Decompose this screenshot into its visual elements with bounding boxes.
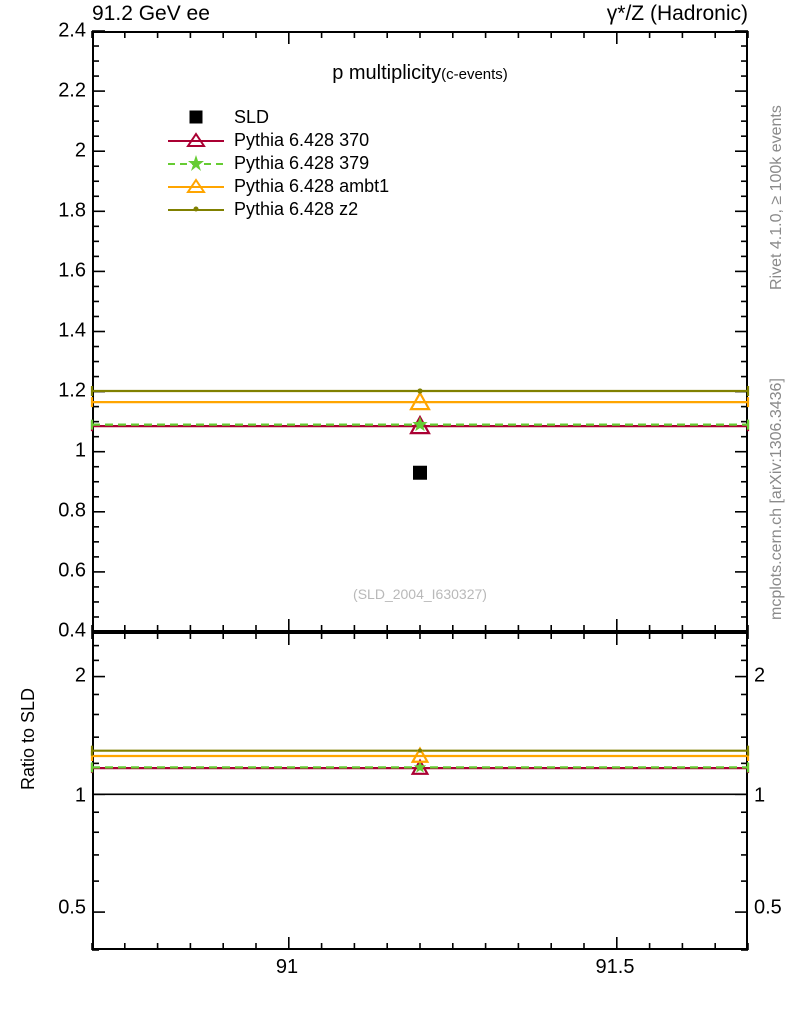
y-tick-label: 0.8 [58,499,86,522]
legend-key-pythia-370 [168,129,224,152]
ratio-y-tick-label-right: 1 [754,784,766,807]
y-tick-label: 1.8 [58,199,86,222]
legend-label: Pythia 6.428 379 [234,153,370,173]
y-tick-label: 2.4 [58,19,86,42]
y-tick-label: 1.4 [58,319,86,342]
ratio-y-axis-ticks-left: 2 1 0.5 [0,0,86,1024]
plot-title-subtitle: (c-events) [441,66,508,83]
star-icon [187,154,205,172]
open-triangle-icon [186,132,206,148]
legend: SLD Pythia 6.428 370 Pythia 6.428 379 Py… [168,106,468,221]
y-tick-label: 0.6 [58,559,86,582]
x-tick-label: 91.5 [595,956,635,978]
legend-item-pythia-370[interactable]: Pythia 6.428 370 [168,129,468,152]
legend-key-sld [168,106,224,129]
legend-item-pythia-ambt1[interactable]: Pythia 6.428 ambt1 [168,175,468,198]
ratio-y-tick-label: 2 [74,664,86,687]
legend-key-pythia-ambt1 [168,175,224,198]
legend-item-pythia-z2[interactable]: Pythia 6.428 z2 [168,198,468,221]
ratio-y-tick-label-right: 2 [754,664,766,687]
plot-title-main: p multiplicity [332,62,442,84]
solid-line-icon [168,140,224,142]
main-y-axis-ticks: 2.4 2.2 2 1.8 1.6 1.4 1.2 1 0.8 0.6 0.4 [0,0,86,1024]
legend-label: Pythia 6.428 370 [234,130,370,150]
ratio-y-tick-label: 0.5 [58,896,86,919]
legend-label: Pythia 6.428 ambt1 [234,176,390,196]
legend-label: Pythia 6.428 z2 [234,199,359,219]
dot-icon [193,206,199,212]
y-tick-label: 1 [74,439,86,462]
legend-item-sld[interactable]: SLD [168,106,468,129]
ratio-y-tick-label: 1 [74,784,86,807]
process-label: γ*/Z (Hadronic) [606,2,748,25]
y-tick-label: 2.2 [58,79,86,102]
y-tick-label: 2 [74,139,86,162]
y-tick-label: 1.2 [58,379,86,402]
legend-key-pythia-379 [168,152,224,175]
solid-line-icon [168,186,224,188]
main-plot-panel [92,31,748,632]
filled-square-icon [189,110,203,124]
open-triangle-icon [186,178,206,194]
legend-label: SLD [234,107,270,127]
analysis-watermark: (SLD_2004_I630327) [353,586,487,602]
legend-key-pythia-z2 [168,198,224,221]
beam-energy-label: 91.2 GeV ee [92,2,210,25]
x-tick-label: 91 [275,956,299,978]
ratio-y-tick-label-right: 0.5 [754,896,782,919]
ratio-plot-panel [92,632,748,950]
plot-title: p multiplicity(c-events) [92,62,748,85]
legend-item-pythia-379[interactable]: Pythia 6.428 379 [168,152,468,175]
y-tick-label: 1.6 [58,259,86,282]
y-tick-label: 0.4 [58,619,86,642]
